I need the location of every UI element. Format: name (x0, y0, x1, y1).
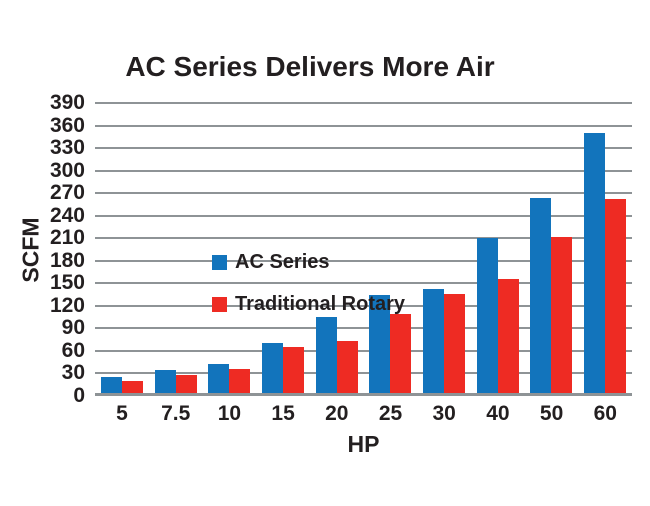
gridline-300 (95, 169, 632, 172)
bar-ac-series-hp-15 (261, 342, 283, 396)
y-tick-label-210: 210 (49, 226, 85, 250)
bar-traditional-rotary-hp-25 (390, 314, 412, 396)
legend-label-ac-series: AC Series (235, 251, 330, 273)
y-tick-label-120: 120 (49, 293, 85, 317)
bar-traditional-rotary-hp-10 (229, 368, 251, 396)
y-tick-label-390: 390 (49, 91, 85, 114)
gridline-240 (95, 214, 632, 217)
x-tick-label-20: 20 (325, 402, 349, 425)
x-tick-label-40: 40 (486, 402, 510, 425)
bar-traditional-rotary-hp-50 (551, 236, 573, 396)
bar-ac-series-hp-40 (476, 238, 498, 396)
bar-traditional-rotary-hp-60 (605, 199, 627, 396)
y-tick-label-360: 360 (49, 113, 85, 137)
y-tick-label-90: 90 (61, 316, 85, 340)
legend-label-traditional-rotary: Traditional Rotary (235, 293, 406, 315)
bar-traditional-rotary-hp-5 (121, 380, 143, 396)
x-tick-label-25: 25 (378, 402, 403, 425)
bar-traditional-rotary-hp-40 (497, 278, 519, 396)
gridline-120 (95, 304, 632, 307)
gridline-60 (95, 349, 632, 352)
y-tick-label-30: 30 (61, 361, 85, 385)
bar-traditional-rotary-hp-30 (444, 293, 466, 396)
legend-swatch-traditional-rotary-icon (212, 296, 227, 312)
gridline-30 (95, 372, 632, 375)
x-tick-label-50: 50 (539, 402, 564, 425)
x-tick-label-10: 10 (217, 402, 242, 425)
y-tick-label-240: 240 (49, 203, 85, 227)
y-tick-label-330: 330 (49, 136, 85, 160)
bar-ac-series-hp-25 (369, 294, 391, 396)
bar-ac-series-hp-30 (423, 289, 445, 396)
bar-traditional-rotary-hp-20 (336, 341, 358, 396)
gridline-150 (95, 282, 632, 285)
legend-swatch-ac-series-icon (212, 254, 227, 270)
bar-traditional-rotary-hp-15 (282, 347, 304, 396)
gridline-210 (95, 237, 632, 240)
bar-traditional-rotary-hp-7.5 (175, 374, 197, 396)
legend: AC Series Traditional Rotary (212, 251, 406, 337)
x-axis-title: HP (347, 431, 380, 457)
x-tick-label-30: 30 (432, 402, 456, 425)
y-tick-label-270: 270 (49, 181, 85, 205)
bar-ac-series-hp-5 (100, 377, 122, 396)
gridline-360 (95, 124, 632, 127)
bar-ac-series-hp-20 (315, 317, 337, 396)
x-tick-label-7.5: 7.5 (161, 402, 191, 425)
gridline-180 (95, 259, 632, 262)
gridline-390 (95, 102, 632, 104)
y-tick-label-180: 180 (49, 248, 85, 272)
bar-ac-series-hp-60 (584, 133, 606, 396)
x-axis-line (95, 393, 632, 396)
bar-ac-series-hp-50 (530, 198, 552, 396)
legend-item-traditional-rotary: Traditional Rotary (212, 293, 406, 315)
gridline-270 (95, 192, 632, 195)
y-tick-label-0: 0 (73, 384, 85, 407)
bar-ac-series-hp-7.5 (154, 369, 176, 396)
plot-area: AC Series Traditional Rotary (95, 102, 632, 396)
y-tick-label-60: 60 (61, 338, 85, 362)
x-tick-label-60: 60 (593, 402, 617, 425)
x-tick-label-15: 15 (271, 402, 295, 425)
legend-item-ac-series: AC Series (212, 251, 405, 273)
gridline-330 (95, 147, 632, 150)
chart-title: AC Series Delivers More Air (125, 51, 495, 82)
bar-ac-series-hp-10 (208, 363, 230, 396)
x-tick-label-5: 5 (116, 402, 128, 425)
y-tick-label-150: 150 (49, 271, 85, 295)
gridline-90 (95, 327, 632, 330)
y-tick-label-300: 300 (49, 158, 85, 182)
